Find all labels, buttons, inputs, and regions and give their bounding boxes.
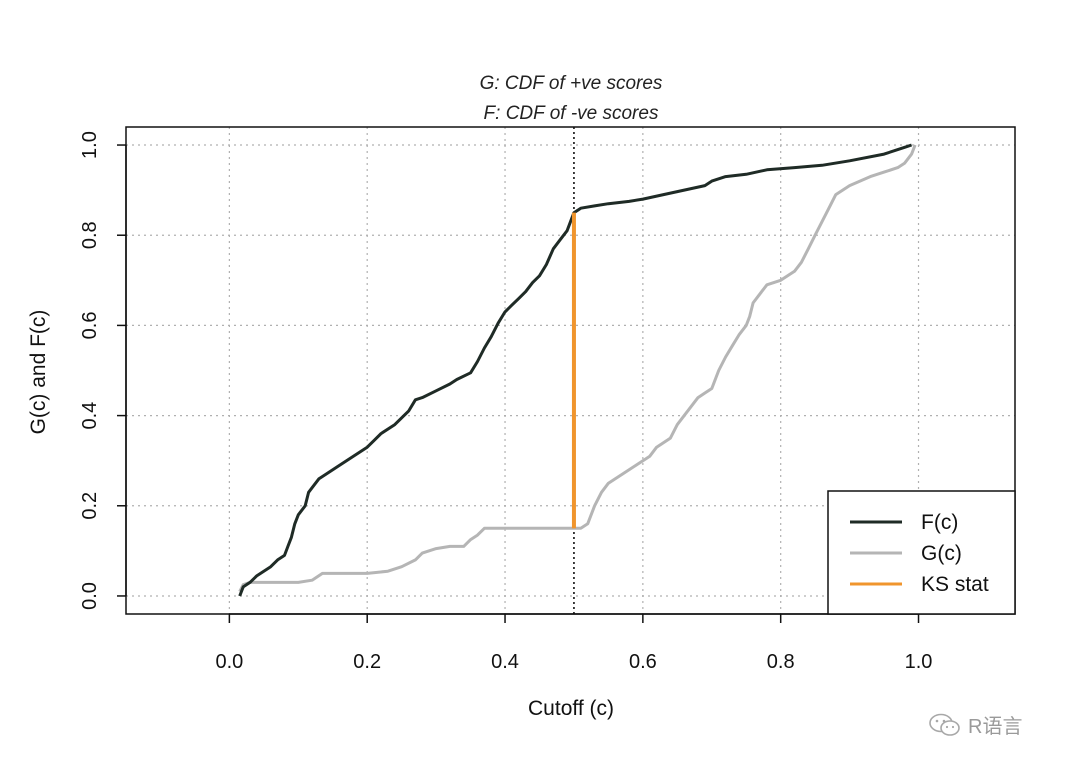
legend: F(c) G(c) KS stat (827, 490, 1016, 615)
y-tick-label-3: 0.6 (79, 312, 101, 340)
x-tick-label-2: 0.4 (491, 651, 519, 673)
y-tick-label-2: 0.4 (79, 402, 101, 430)
grid-lines (126, 127, 1015, 614)
y-tick-label-1: 0.2 (79, 492, 101, 520)
legend-label-f: F(c) (921, 511, 958, 534)
x-tick-label-1: 0.2 (353, 651, 381, 673)
x-tick-label-5: 1.0 (905, 651, 933, 673)
x-tick-label-4: 0.8 (767, 651, 795, 673)
watermark: R语言 (928, 710, 1022, 739)
series-line-gc (238, 144, 917, 593)
y-tick-label-4: 0.8 (79, 221, 101, 249)
legend-label-ks: KS stat (921, 573, 989, 596)
x-tick-label-3: 0.6 (629, 651, 657, 673)
y-axis-ticks: 0.0 0.2 0.4 0.6 0.8 1.0 (79, 131, 127, 610)
y-tick-label-5: 1.0 (79, 131, 101, 159)
legend-label-g: G(c) (921, 542, 962, 565)
chart-subtitle: F: CDF of -ve scores (484, 103, 659, 124)
y-tick-label-0: 0.0 (79, 582, 101, 610)
series-line-fc (238, 143, 913, 597)
watermark-text: R语言 (968, 716, 1023, 738)
y-axis-label: G(c) and F(c) (27, 310, 50, 435)
x-axis-ticks: 0.0 0.2 0.4 0.6 0.8 1.0 (215, 613, 933, 673)
wechat-icon (929, 713, 960, 736)
x-axis-label: Cutoff (c) (528, 697, 614, 720)
x-tick-label-0: 0.0 (215, 651, 243, 673)
series-lines (238, 143, 917, 597)
chart-title: G: CDF of +ve scores (480, 73, 663, 94)
